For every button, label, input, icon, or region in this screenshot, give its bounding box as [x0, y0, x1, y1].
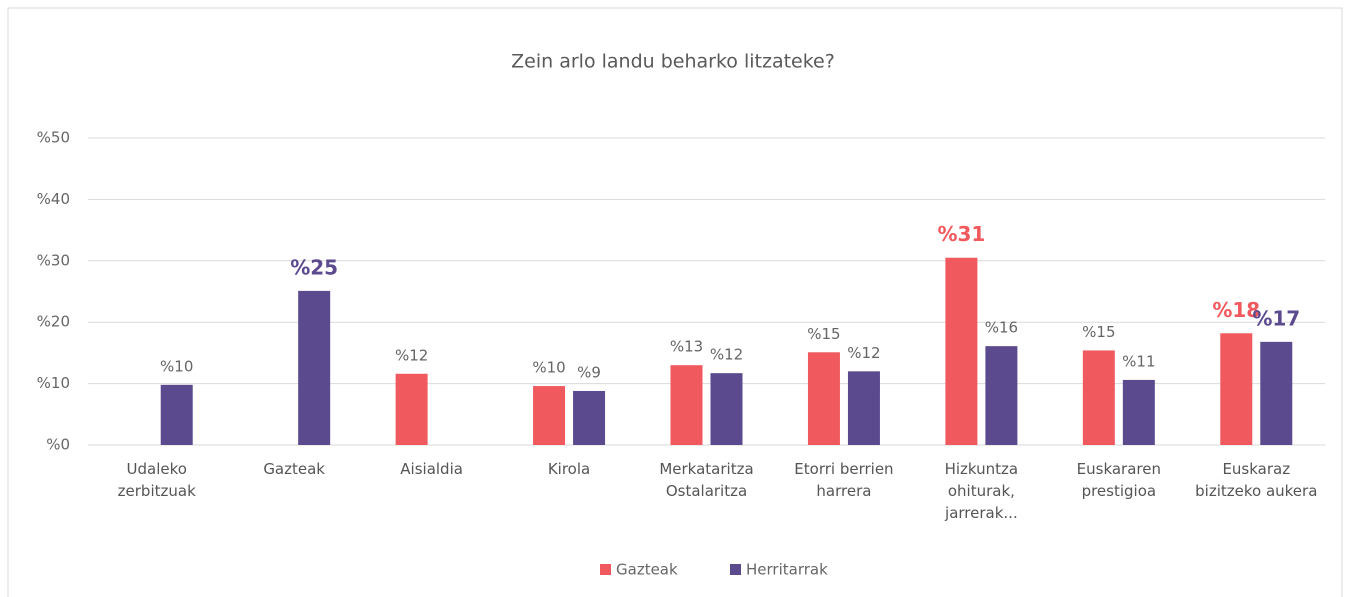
- bar: [1122, 379, 1155, 445]
- bar: [807, 352, 840, 445]
- data-label: %25: [290, 255, 338, 279]
- data-label: %11: [1122, 352, 1155, 370]
- y-tick-label: %0: [46, 436, 70, 454]
- data-label: %12: [847, 344, 880, 362]
- bar: [160, 384, 193, 445]
- data-label: %15: [807, 325, 840, 343]
- legend-swatch: [730, 564, 741, 575]
- chart-border: [7, 7, 1343, 597]
- bar: [395, 373, 428, 445]
- bar: [847, 371, 880, 445]
- data-label: %12: [395, 346, 428, 364]
- data-label: %31: [937, 222, 985, 246]
- x-tick-label: Hizkuntza ohiturak, jarrerak...: [944, 460, 1019, 522]
- bar: [1220, 333, 1253, 445]
- y-tick-label: %10: [37, 374, 70, 392]
- bar: [670, 365, 703, 445]
- x-tick-label: Gazteak: [263, 460, 325, 478]
- y-tick-label: %20: [37, 313, 70, 331]
- x-tick-label: Euskararen prestigioa: [1076, 460, 1161, 500]
- bar: [573, 390, 606, 445]
- x-tick-label: Aisialdia: [400, 460, 463, 478]
- data-label: %13: [670, 338, 703, 356]
- bar: [1260, 341, 1293, 445]
- data-label: %10: [532, 359, 565, 377]
- y-tick-label: %50: [37, 129, 70, 147]
- data-label: %17: [1252, 306, 1300, 330]
- data-label: %16: [985, 319, 1018, 337]
- data-label: %9: [577, 363, 601, 381]
- bar: [1082, 350, 1115, 445]
- bar: [985, 346, 1018, 445]
- x-tick-label: Udaleko zerbitzuak: [117, 460, 196, 500]
- bar: [533, 386, 566, 445]
- bar: [710, 373, 743, 445]
- legend-swatch: [600, 564, 611, 575]
- x-tick-label: Merkataritza Ostalaritza: [659, 460, 754, 500]
- bar: [945, 257, 978, 445]
- x-tick-label: Kirola: [547, 460, 591, 478]
- data-label: %15: [1082, 323, 1115, 341]
- data-label: %10: [160, 357, 193, 375]
- legend-label: Gazteak: [616, 561, 678, 579]
- chart-title: Zein arlo landu beharko litzateke?: [511, 51, 835, 73]
- legend-label: Herritarrak: [746, 561, 828, 579]
- y-tick-label: %40: [37, 190, 70, 208]
- data-label: %18: [1212, 298, 1260, 322]
- bar: [298, 290, 331, 445]
- y-tick-label: %30: [37, 251, 70, 269]
- data-label: %12: [710, 346, 743, 364]
- x-tick-label: Etorri berrien harrera: [794, 460, 894, 500]
- x-tick-label: Euskaraz bizitzeko aukera: [1195, 460, 1318, 500]
